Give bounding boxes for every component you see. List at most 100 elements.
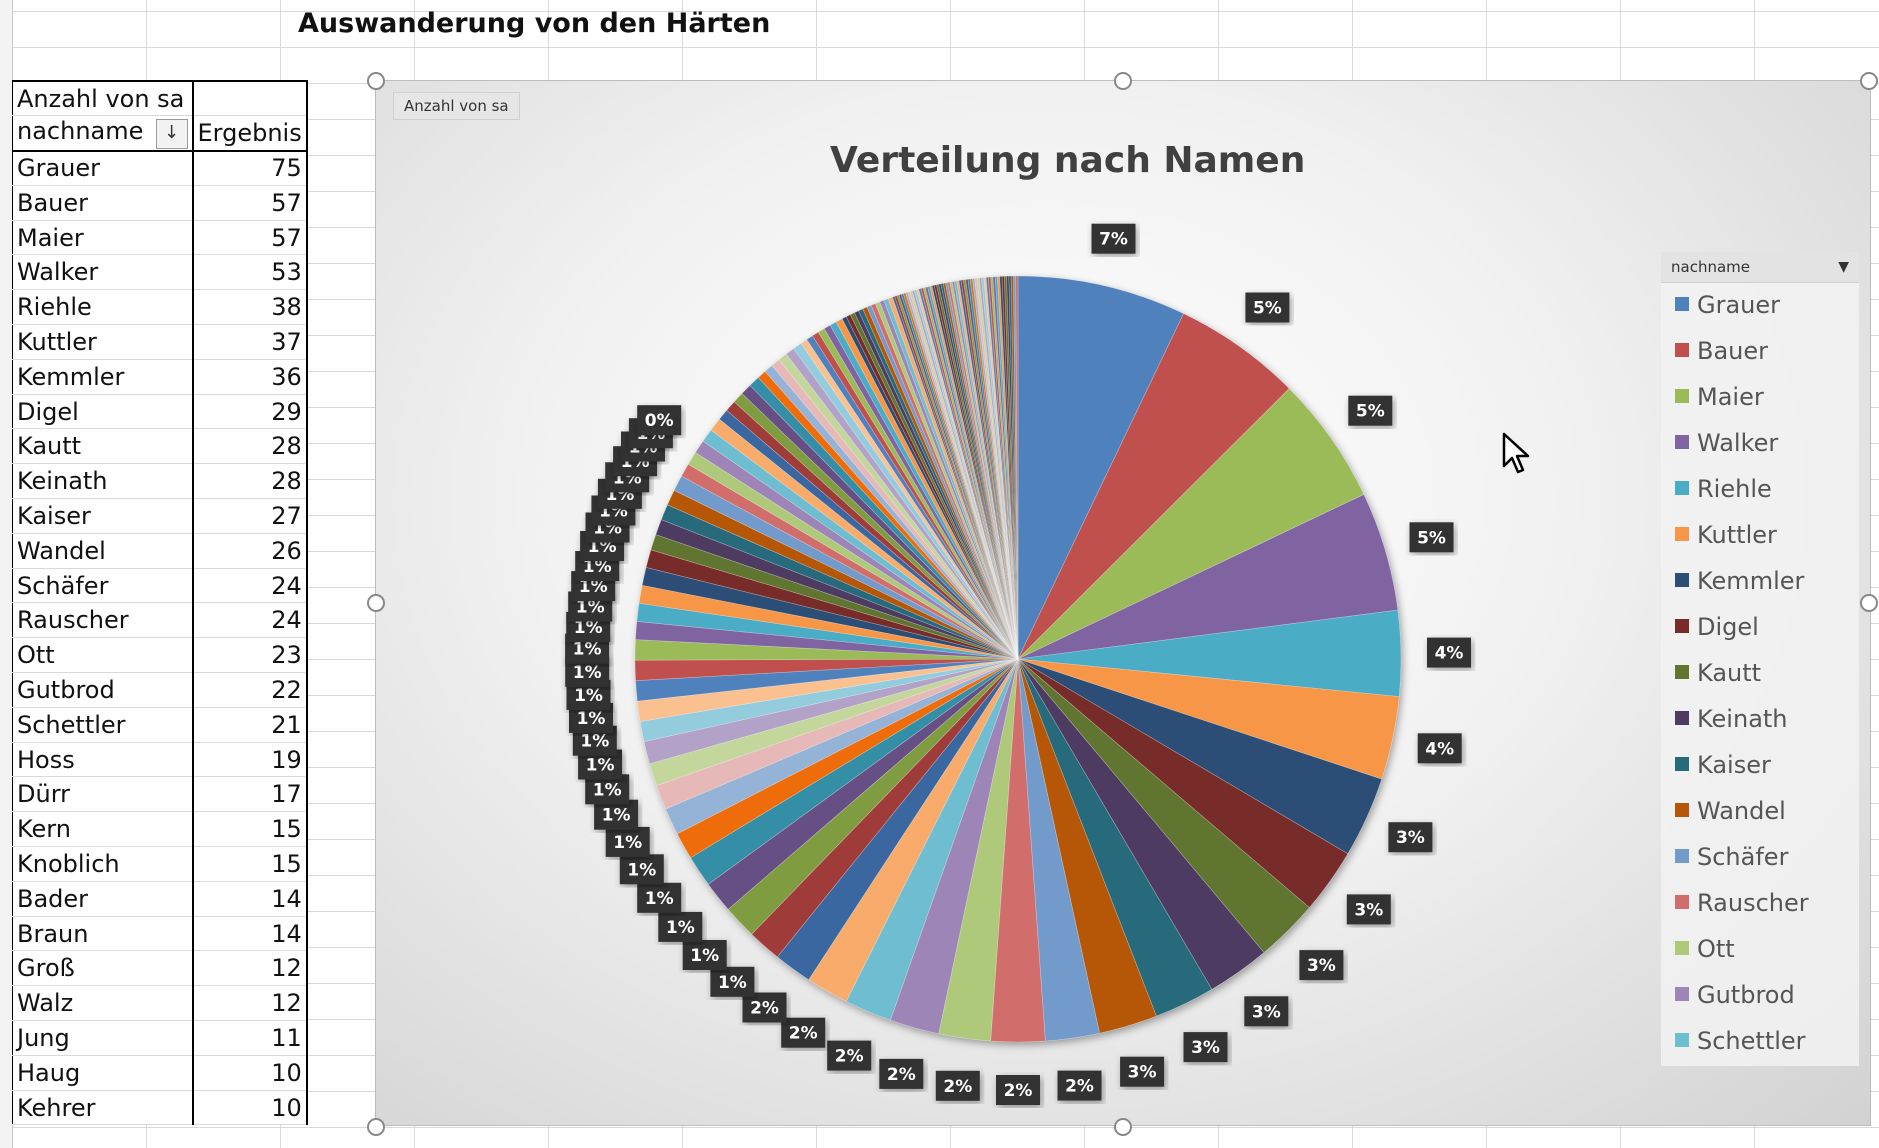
- pivot-row-value[interactable]: 36: [192, 359, 308, 395]
- pie-slice[interactable]: [718, 409, 1019, 660]
- pivot-row-name[interactable]: Jung: [12, 1020, 194, 1056]
- pivot-row-name[interactable]: Ott: [12, 637, 194, 674]
- pie-slice[interactable]: [956, 280, 1019, 660]
- pivot-row-value[interactable]: 57: [192, 220, 308, 256]
- pivot-row-value[interactable]: 29: [192, 394, 308, 430]
- pie-slice[interactable]: [635, 621, 1019, 660]
- pie-slice[interactable]: [870, 303, 1019, 660]
- pie-slice[interactable]: [879, 299, 1019, 660]
- pivot-row-value[interactable]: 14: [192, 916, 308, 952]
- pie-slice[interactable]: [776, 658, 1019, 981]
- pie-slice[interactable]: [938, 658, 1019, 1042]
- legend-item[interactable]: Maier: [1675, 382, 1764, 412]
- legend-item[interactable]: Walker: [1675, 428, 1778, 458]
- legend-item[interactable]: Grauer: [1675, 290, 1780, 320]
- pie-slice[interactable]: [976, 277, 1019, 660]
- pie-slice[interactable]: [902, 292, 1019, 660]
- pivot-row-name[interactable]: Bauer: [12, 185, 194, 221]
- pie-slice[interactable]: [954, 280, 1019, 660]
- pivot-row-value[interactable]: 14: [192, 881, 308, 917]
- pie-slice[interactable]: [1017, 658, 1383, 855]
- pivot-row-value[interactable]: 22: [192, 672, 308, 708]
- data-label[interactable]: 3%: [1388, 822, 1433, 853]
- data-label[interactable]: 2%: [879, 1058, 924, 1089]
- pie-slice[interactable]: [645, 549, 1019, 660]
- pivot-row-value[interactable]: 57: [192, 185, 308, 221]
- pie-slice[interactable]: [940, 283, 1019, 660]
- pivot-header-empty[interactable]: [192, 80, 308, 117]
- pie-slice[interactable]: [638, 584, 1019, 660]
- pie-slice[interactable]: [889, 658, 1019, 1035]
- pivot-row-name[interactable]: Kaiser: [12, 498, 194, 534]
- pie-slice[interactable]: [702, 429, 1019, 660]
- pie-slice[interactable]: [883, 298, 1019, 660]
- pivot-row-value[interactable]: 28: [192, 428, 308, 465]
- data-label[interactable]: 7%: [1091, 223, 1136, 254]
- pivot-row-value[interactable]: 26: [192, 533, 308, 569]
- data-label[interactable]: 2%: [827, 1040, 872, 1071]
- pivot-row-name[interactable]: Digel: [12, 394, 194, 430]
- pie-slice[interactable]: [806, 335, 1019, 660]
- pie-slice[interactable]: [985, 276, 1019, 660]
- pivot-row-name[interactable]: Riehle: [12, 289, 194, 326]
- data-label[interactable]: 1%: [637, 882, 682, 913]
- data-label[interactable]: 3%: [1299, 950, 1344, 981]
- pie-slice[interactable]: [936, 283, 1019, 660]
- pivot-row-name[interactable]: Braun: [12, 916, 194, 952]
- pie-slice[interactable]: [949, 281, 1019, 660]
- data-label[interactable]: 1%: [710, 966, 755, 997]
- pivot-row-value[interactable]: 24: [192, 602, 308, 639]
- pie-slice[interactable]: [800, 339, 1019, 660]
- pivot-row-name[interactable]: Knoblich: [12, 846, 194, 882]
- pivot-row-name[interactable]: Maier: [12, 220, 194, 256]
- data-label[interactable]: 5%: [1245, 292, 1290, 323]
- pie-slice[interactable]: [667, 489, 1019, 660]
- pivot-row-value[interactable]: 11: [192, 1020, 308, 1056]
- data-label[interactable]: 3%: [1183, 1032, 1228, 1063]
- pie-slice[interactable]: [972, 278, 1019, 660]
- pie-slice[interactable]: [665, 658, 1019, 835]
- pie-slice[interactable]: [896, 294, 1019, 660]
- pie-slice[interactable]: [927, 285, 1019, 660]
- pivot-row-value[interactable]: 24: [192, 568, 308, 604]
- pivot-row-name[interactable]: Bader: [12, 881, 194, 917]
- pie-slice[interactable]: [1010, 275, 1019, 660]
- pie-slice[interactable]: [829, 321, 1019, 660]
- pivot-row-value[interactable]: 38: [192, 289, 308, 326]
- pivot-row-name[interactable]: Walker: [12, 254, 194, 291]
- pie-slice[interactable]: [707, 658, 1019, 910]
- data-label[interactable]: 1%: [619, 854, 664, 885]
- pie-slice[interactable]: [922, 287, 1019, 660]
- pivot-row-name[interactable]: Gutbrod: [12, 672, 194, 708]
- resize-handle-ml[interactable]: [367, 594, 385, 612]
- pivot-row-name[interactable]: Haug: [12, 1055, 194, 1091]
- pie-slice[interactable]: [898, 293, 1019, 660]
- pie-slice[interactable]: [916, 288, 1019, 660]
- pie-slice[interactable]: [660, 504, 1019, 660]
- pie-slice[interactable]: [894, 295, 1019, 660]
- pie-slice[interactable]: [793, 342, 1019, 660]
- data-label[interactable]: 2%: [1057, 1070, 1102, 1101]
- pie-slice[interactable]: [947, 281, 1019, 660]
- resize-handle-tl[interactable]: [367, 72, 385, 90]
- pie-slice[interactable]: [997, 276, 1019, 660]
- legend-field-button[interactable]: nachname ▼: [1661, 252, 1859, 283]
- pie-slice[interactable]: [990, 276, 1019, 660]
- resize-handle-tr[interactable]: [1860, 72, 1878, 90]
- resize-handle-tc[interactable]: [1114, 72, 1132, 90]
- pivot-row-value[interactable]: 27: [192, 498, 308, 534]
- pie-slice[interactable]: [650, 534, 1019, 660]
- pivot-row-value[interactable]: 19: [192, 742, 308, 778]
- pivot-row-name[interactable]: Dürr: [12, 776, 194, 813]
- data-label[interactable]: 1%: [605, 826, 650, 857]
- data-label[interactable]: 5%: [1348, 395, 1393, 426]
- legend-item[interactable]: Kuttler: [1675, 520, 1777, 550]
- pivot-row-value[interactable]: 28: [192, 463, 308, 500]
- pivot-header-label[interactable]: Anzahl von sa: [12, 80, 194, 117]
- legend-item[interactable]: Kemmler: [1675, 566, 1804, 596]
- legend-item[interactable]: Schettler: [1675, 1026, 1806, 1056]
- pie-slice[interactable]: [1017, 658, 1310, 953]
- chart-legend[interactable]: nachname ▼ Grauer Bauer Maier Walker Riehle K…: [1661, 252, 1859, 1066]
- pie-slice[interactable]: [1015, 275, 1019, 660]
- data-label[interactable]: 1%: [658, 911, 703, 942]
